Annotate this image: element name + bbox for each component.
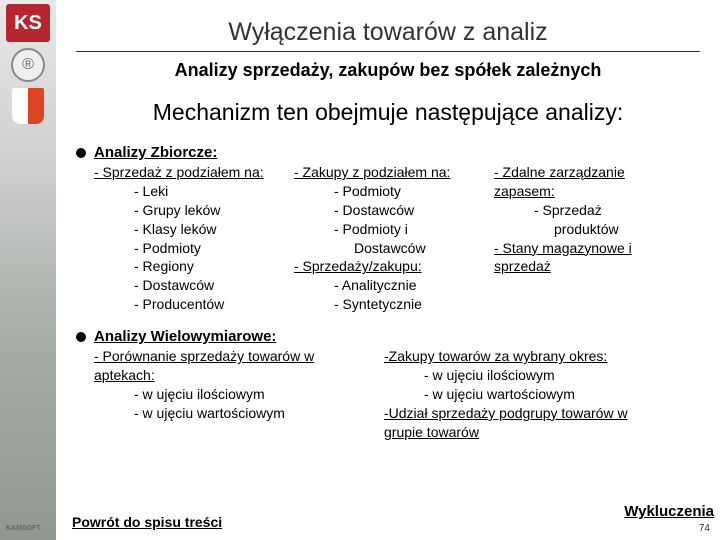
col3-head-b: zapasem: <box>494 182 700 201</box>
list-item: - w ujęciu wartościowym <box>94 404 384 423</box>
crest-icon <box>12 88 44 124</box>
wielo-columns: - Porównanie sprzedaży towarów w aptekac… <box>76 347 700 441</box>
bullet-icon <box>76 148 86 158</box>
page-number: 74 <box>699 523 710 534</box>
wcol2-head2b: grupie towarów <box>384 423 700 442</box>
list-item: - w ujęciu ilościowym <box>94 385 384 404</box>
wcol1-head-a: - Porównanie sprzedaży towarów w <box>94 347 384 366</box>
main-content: Wyłączenia towarów z analiz Analizy sprz… <box>56 0 720 442</box>
bullet-icon <box>76 332 86 342</box>
list-item: - Producentów <box>94 295 294 314</box>
list-item: - Dostawców <box>94 276 294 295</box>
list-item: - Podmioty <box>94 239 294 258</box>
wielo-heading: Analizy Wielowymiarowe: <box>76 328 700 345</box>
col3-head: - Zdalne zarządzanie <box>494 163 700 182</box>
zbiorcze-col1: - Sprzedaż z podziałem na: - Leki - Grup… <box>94 163 294 314</box>
wykluczenia-link[interactable]: Wykluczenia <box>624 503 714 520</box>
page-title: Wyłączenia towarów z analiz <box>76 18 700 47</box>
kamsoft-label: KAMSOFT <box>6 525 41 532</box>
col1-head: - Sprzedaż z podziałem na: <box>94 163 294 182</box>
list-item: Dostawców <box>294 239 494 258</box>
registered-badge-icon: ® <box>11 48 45 82</box>
wielo-col1: - Porównanie sprzedaży towarów w aptekac… <box>94 347 384 441</box>
wielo-heading-text: Analizy Wielowymiarowe: <box>94 328 276 345</box>
list-item: - Regiony <box>94 257 294 276</box>
wcol1-head-b: aptekach: <box>94 366 384 385</box>
list-item: - Podmioty i <box>294 220 494 239</box>
list-item: - Sprzedaż <box>494 201 700 220</box>
list-item: - Leki <box>94 182 294 201</box>
page-subtitle: Analizy sprzedaży, zakupów bez spółek za… <box>76 60 700 81</box>
list-item: - Analitycznie <box>294 276 494 295</box>
col3-line2b: sprzedaż <box>494 257 700 276</box>
title-rule <box>76 51 700 52</box>
list-item: - w ujęciu wartościowym <box>384 385 700 404</box>
list-item: - w ujęciu ilościowym <box>384 366 700 385</box>
zbiorcze-heading: Analizy Zbiorcze: <box>76 144 700 161</box>
wielo-col2: -Zakupy towarów za wybrany okres: - w uj… <box>384 347 700 441</box>
zbiorcze-col2: - Zakupy z podziałem na: - Podmioty - Do… <box>294 163 494 314</box>
col3-line2a: - Stany magazynowe i <box>494 239 700 258</box>
col2-head: - Zakupy z podziałem na: <box>294 163 494 182</box>
mechanism-text: Mechanizm ten obejmuje następujące anali… <box>76 99 700 126</box>
zbiorcze-heading-text: Analizy Zbiorcze: <box>94 144 217 161</box>
powrot-link[interactable]: Powrót do spisu treści <box>72 514 222 530</box>
list-item: produktów <box>494 220 700 239</box>
list-item: - Syntetycznie <box>294 295 494 314</box>
list-item: - Klasy leków <box>94 220 294 239</box>
wcol2-head1: -Zakupy towarów za wybrany okres: <box>384 347 700 366</box>
zbiorcze-col3: - Zdalne zarządzanie zapasem: - Sprzedaż… <box>494 163 700 314</box>
zbiorcze-columns: - Sprzedaż z podziałem na: - Leki - Grup… <box>76 163 700 314</box>
col2-head2: - Sprzedaży/zakupu: <box>294 257 494 276</box>
wcol2-head2a: -Udział sprzedaży podgrupy towarów w <box>384 404 700 423</box>
kamsoft-logo: KS <box>6 4 50 42</box>
sidebar: KS ® KAMSOFT <box>0 0 56 540</box>
list-item: - Dostawców <box>294 201 494 220</box>
list-item: - Grupy leków <box>94 201 294 220</box>
list-item: - Podmioty <box>294 182 494 201</box>
